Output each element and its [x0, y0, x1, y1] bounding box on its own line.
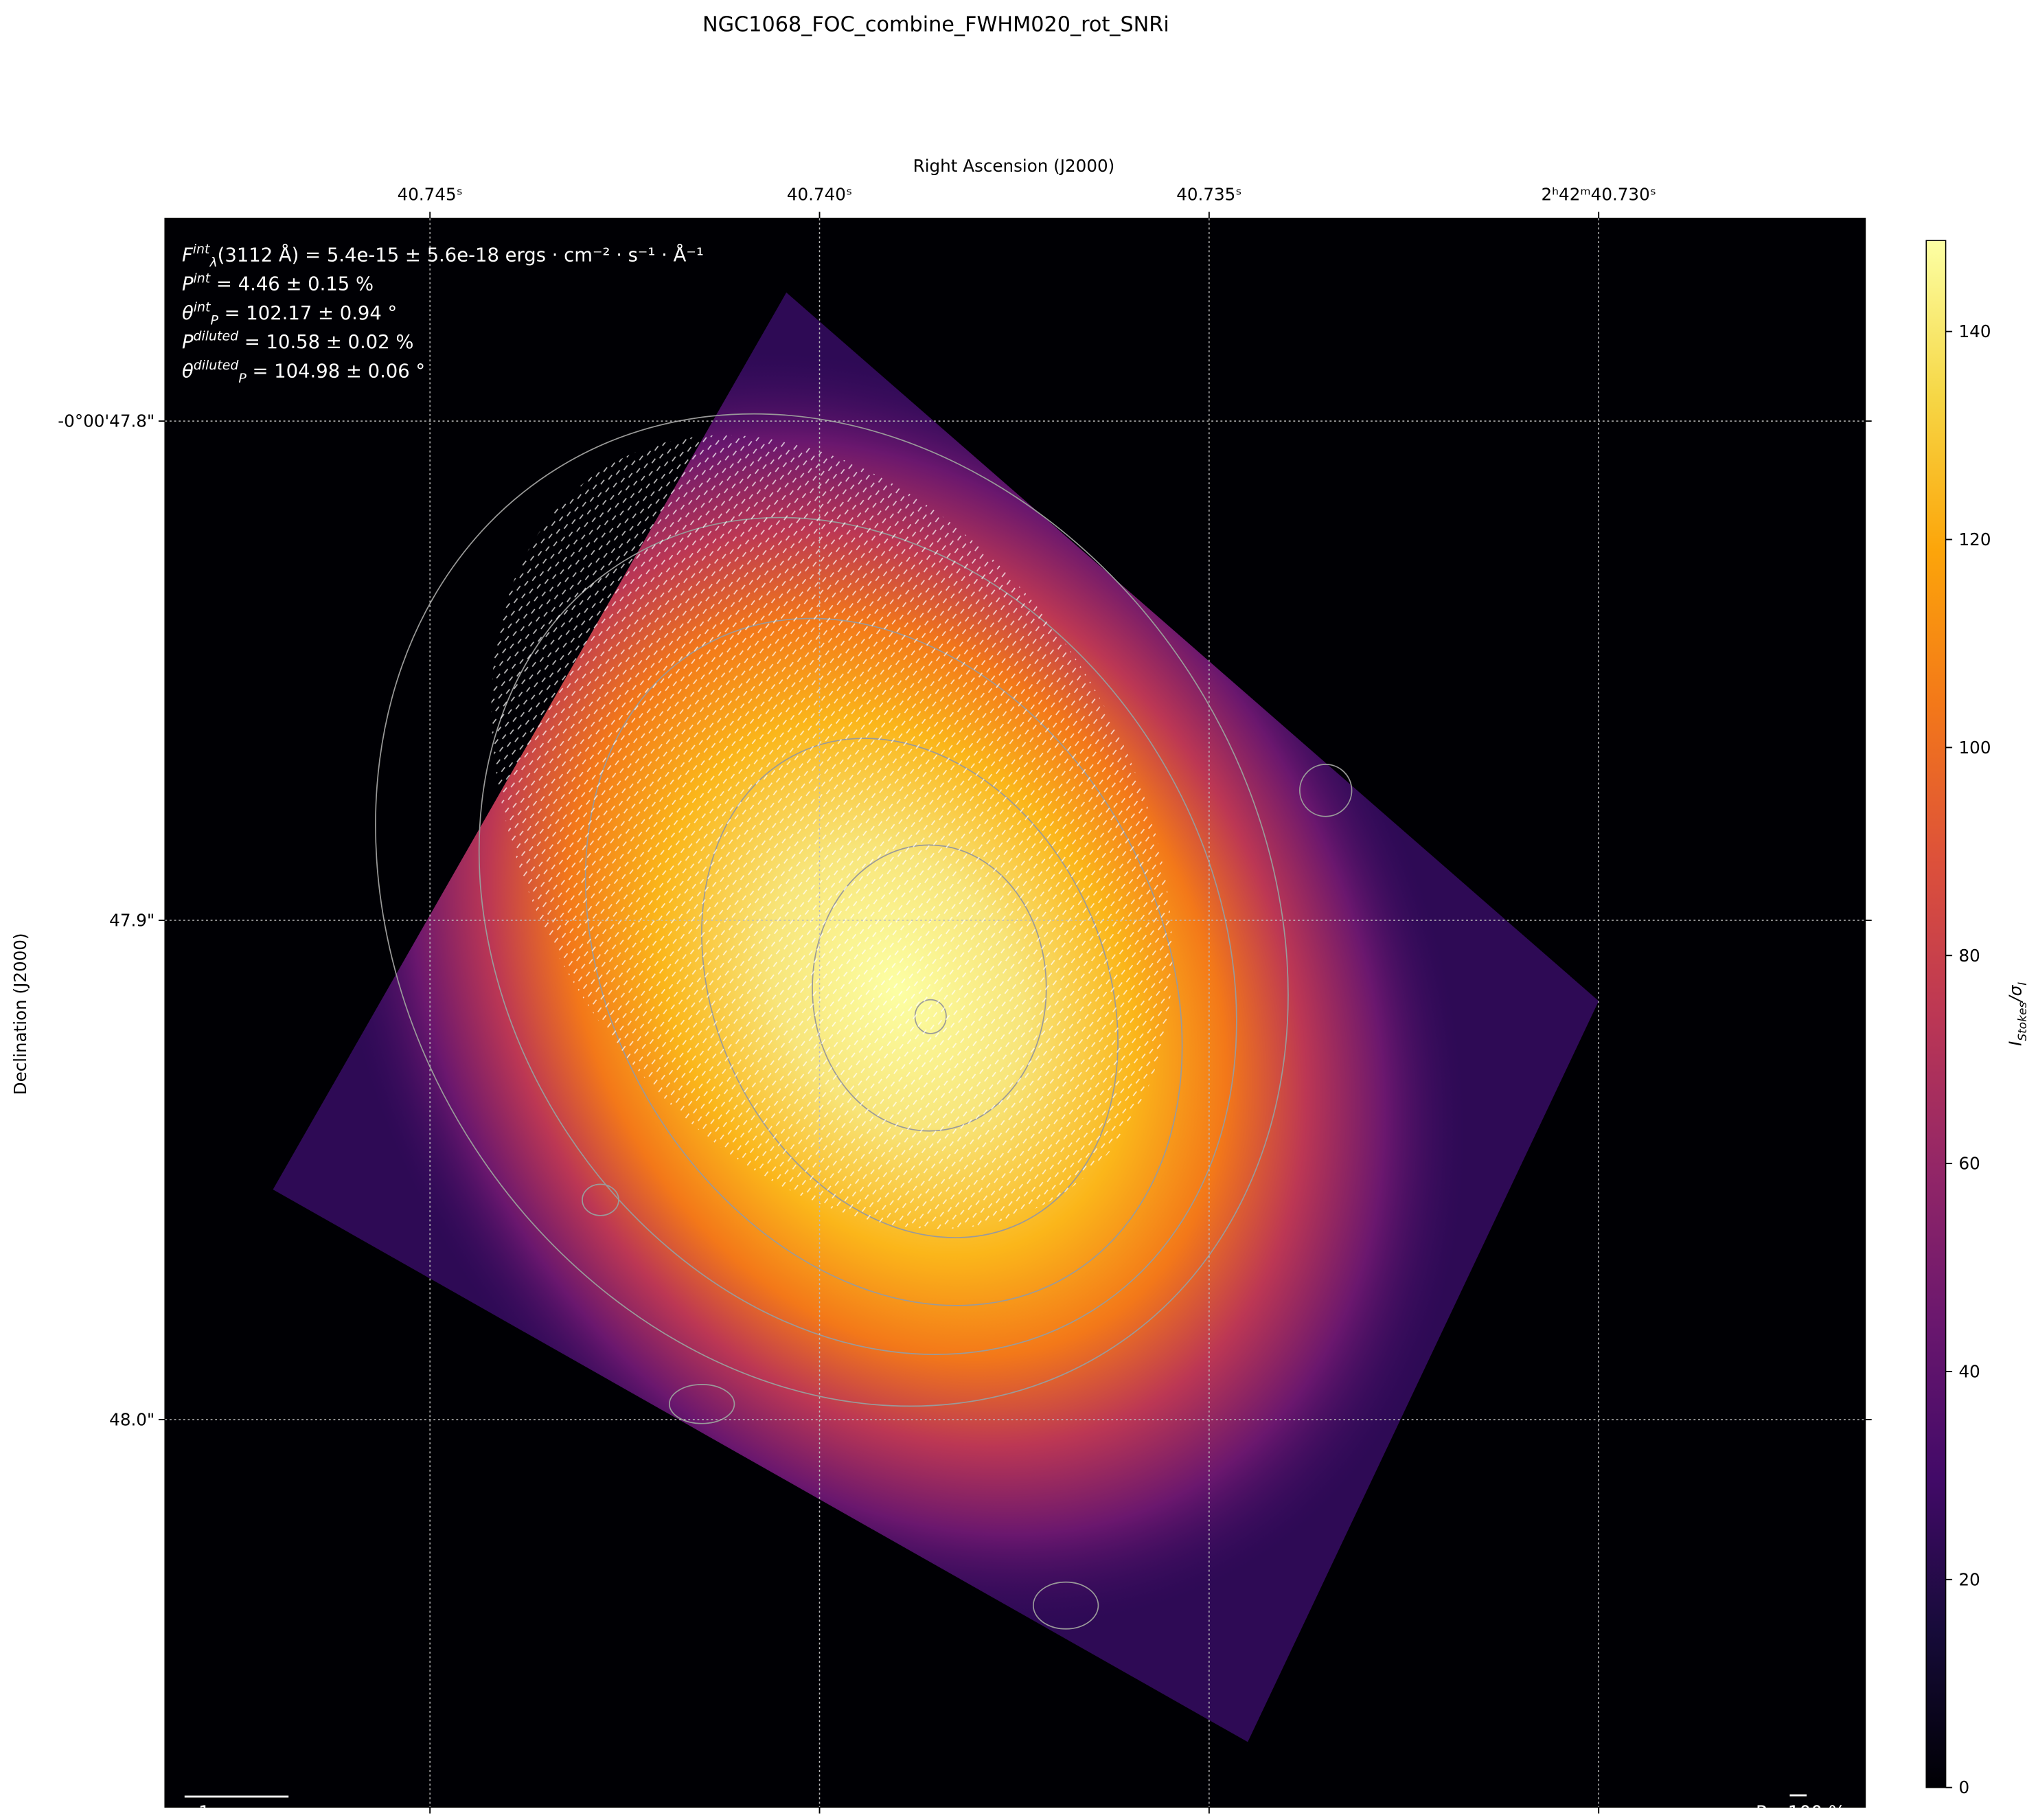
colorbar-tick-label: 120 — [1959, 530, 1991, 549]
colorbar-tick-label: 60 — [1959, 1154, 1980, 1174]
vector-scale-label: P= 100 % — [1756, 1802, 1846, 1820]
colorbar-tick-label: 80 — [1959, 946, 1980, 966]
colorbar-tick-label: 0 — [1959, 1777, 1970, 1797]
annotation: Fintλ(3112 Å) = 5.4e-15 ± 5.6e-18 ergs ·… — [182, 242, 704, 270]
annotation-part: λ — [209, 255, 217, 270]
colorbar-tick-label: 100 — [1959, 738, 1991, 758]
annotation: θintP = 102.17 ± 0.94 ° — [182, 300, 397, 328]
annotation: Pint = 4.46 ± 0.15 % — [182, 271, 374, 295]
colorbar-tick-label: 40 — [1959, 1361, 1980, 1381]
x-tick-label: 2ʰ42ᵐ40.730ˢ — [1541, 185, 1656, 205]
x-tick-label: 40.740ˢ — [787, 185, 852, 205]
annotation: θdilutedP = 104.98 ± 0.06 ° — [182, 358, 425, 386]
x-tick-label: 40.745ˢ — [398, 185, 463, 205]
y-tick-label: -0°00'47.8" — [58, 411, 154, 431]
colorbar-label-part: I — [2016, 982, 2030, 986]
annotation-part: P — [182, 274, 194, 295]
y-tick-label: 48.0" — [109, 1409, 154, 1429]
annotation-part: diluted — [194, 358, 240, 373]
colorbar-tick-label: 20 — [1959, 1569, 1980, 1589]
annotation-part: (3112 Å) = 5.4e-15 ± 5.6e-18 ergs · cm⁻²… — [218, 244, 704, 266]
annotation-part: = 104.98 ± 0.06 ° — [247, 361, 425, 382]
x-tick-label: 40.735ˢ — [1176, 185, 1241, 205]
scale-bar-label: 1 arcsec — [198, 1802, 275, 1820]
axes-frame — [164, 218, 1866, 1808]
annotation-part: = 10.58 ± 0.02 % — [238, 332, 413, 353]
colorbar-label-part: I — [2005, 1041, 2025, 1046]
annotation-part: θ — [182, 303, 194, 324]
colorbar-label-part: Stokes — [2016, 1002, 2030, 1041]
annotation-part: int — [194, 271, 211, 286]
annotation-part: P — [238, 371, 247, 386]
colorbar-label: IStokes/σI — [2005, 982, 2030, 1046]
chart-title: NGC1068_FOC_combine_FWHM020_rot_SNRi — [702, 12, 1169, 36]
annotation-part: int — [194, 300, 211, 315]
annotation-part: P — [210, 312, 218, 328]
y-tick-label: 47.9" — [109, 911, 154, 931]
annotation-part: diluted — [194, 329, 240, 344]
x-axis-label: Right Ascension (J2000) — [913, 156, 1115, 176]
colorbar-tick-label: 140 — [1959, 321, 1991, 341]
annotation-part: int — [193, 242, 210, 257]
colorbar — [1925, 240, 1947, 1788]
annotation-part: θ — [182, 361, 194, 382]
polarization-vectors — [491, 435, 1173, 1229]
y-axis-label: Declination (J2000) — [10, 933, 30, 1095]
annotation-part: P — [182, 332, 194, 353]
colorbar-label-part: /σ — [2005, 984, 2025, 1003]
annotation: Pdiluted = 10.58 ± 0.02 % — [182, 329, 413, 353]
annotation-part: = 102.17 ± 0.94 ° — [218, 303, 397, 324]
annotation-part: = 4.46 ± 0.15 % — [210, 274, 374, 295]
annotation-part: F — [182, 244, 194, 266]
